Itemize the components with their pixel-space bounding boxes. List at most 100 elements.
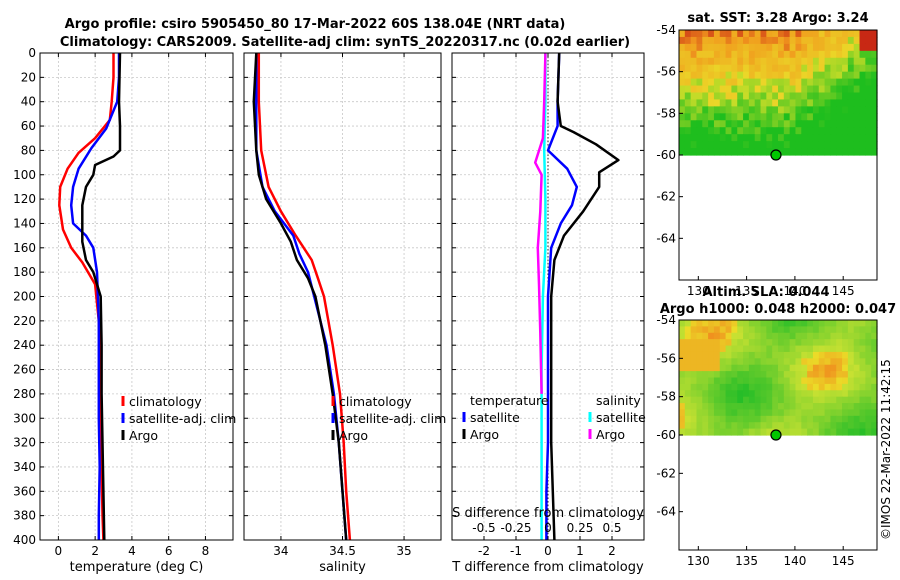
field-cell (807, 36, 814, 45)
field-cell (702, 64, 709, 73)
field-cell (853, 351, 861, 359)
field-cell (743, 30, 750, 38)
field-cell (783, 99, 791, 107)
field-cell (702, 339, 709, 347)
field-cell (842, 383, 849, 391)
field-cell (766, 127, 773, 135)
field-cell (778, 36, 785, 45)
field-cell (812, 30, 820, 38)
field-cell (772, 85, 779, 94)
field-cell (708, 428, 715, 436)
field-cell (696, 71, 703, 80)
field-cell (760, 383, 767, 391)
field-cell (719, 92, 727, 101)
field-cell (865, 78, 872, 87)
field-cell (801, 403, 808, 411)
field-cell (719, 364, 727, 372)
field-cell (708, 422, 715, 430)
field-cell (766, 422, 773, 430)
field-cell (853, 326, 861, 334)
field-cell (859, 64, 866, 73)
field-cell (836, 364, 843, 372)
field-cell (772, 345, 779, 353)
field-cell (818, 113, 826, 121)
field-cell (719, 148, 727, 156)
field-cell (795, 134, 802, 142)
field-cell (853, 409, 861, 417)
field-cell (719, 351, 727, 359)
field-cell (847, 326, 855, 334)
field-cell (684, 415, 692, 423)
field-cell (842, 78, 849, 87)
field-cell (795, 396, 802, 404)
field-cell (702, 332, 709, 340)
field-cell (801, 57, 808, 66)
x-tick-label: 135 (735, 554, 758, 568)
field-cell (760, 43, 767, 52)
field-cell (818, 345, 826, 353)
x-tick-label: 130 (687, 284, 710, 298)
field-cell (783, 428, 791, 436)
field-cell (766, 377, 773, 385)
field-cell (696, 78, 703, 87)
field-cell (801, 99, 808, 107)
field-cell (737, 371, 744, 379)
field-cell (754, 134, 762, 142)
field-cell (690, 141, 698, 149)
field-cell (836, 92, 843, 101)
field-cell (743, 92, 750, 101)
field-cell (859, 99, 866, 107)
x-tick-label: 0 (544, 544, 552, 558)
field-cell (731, 403, 738, 411)
field-cell (859, 371, 866, 379)
x-tick-label: 4 (128, 544, 136, 558)
legend-entry: climatology (339, 394, 412, 409)
field-cell (847, 36, 855, 45)
field-cell (801, 326, 808, 334)
field-cell (684, 106, 692, 114)
field-cell (778, 113, 785, 121)
field-cell (847, 99, 855, 107)
field-cell (708, 113, 715, 121)
field-cell (824, 64, 832, 73)
field-cell (812, 403, 820, 411)
field-cell (696, 371, 703, 379)
field-cell (783, 113, 791, 121)
field-cell (696, 332, 703, 340)
field-cell (713, 148, 721, 156)
y-tick-label: 240 (13, 338, 36, 352)
field-cell (871, 364, 878, 372)
field-cell (830, 339, 837, 347)
field-cell (801, 332, 808, 340)
field-cell (708, 377, 715, 385)
field-cell (748, 358, 756, 366)
field-cell (754, 345, 762, 353)
field-cell (690, 36, 698, 45)
field-cell (865, 127, 872, 135)
field-cell (801, 78, 808, 87)
field-cell (795, 351, 802, 359)
field-cell (772, 390, 779, 398)
field-cell (842, 396, 849, 404)
x-axis-label: temperature (deg C) (70, 560, 204, 575)
field-cell (725, 106, 733, 114)
field-cell (679, 99, 686, 107)
field-cell (789, 92, 797, 101)
field-cell (772, 326, 779, 334)
field-cell (807, 106, 814, 114)
field-cell (836, 320, 843, 327)
field-cell (684, 345, 692, 353)
field-cell (760, 358, 767, 366)
field-cell (772, 377, 779, 385)
field-cell (725, 396, 733, 404)
field-cell (737, 57, 744, 66)
field-cell (754, 78, 762, 87)
field-cell (795, 36, 802, 45)
field-cell (824, 36, 832, 45)
field-cell (708, 36, 715, 45)
field-cell (853, 415, 861, 423)
field-cell (702, 377, 709, 385)
field-cell (847, 85, 855, 94)
field-cell (760, 64, 767, 73)
field-cell (778, 383, 785, 391)
